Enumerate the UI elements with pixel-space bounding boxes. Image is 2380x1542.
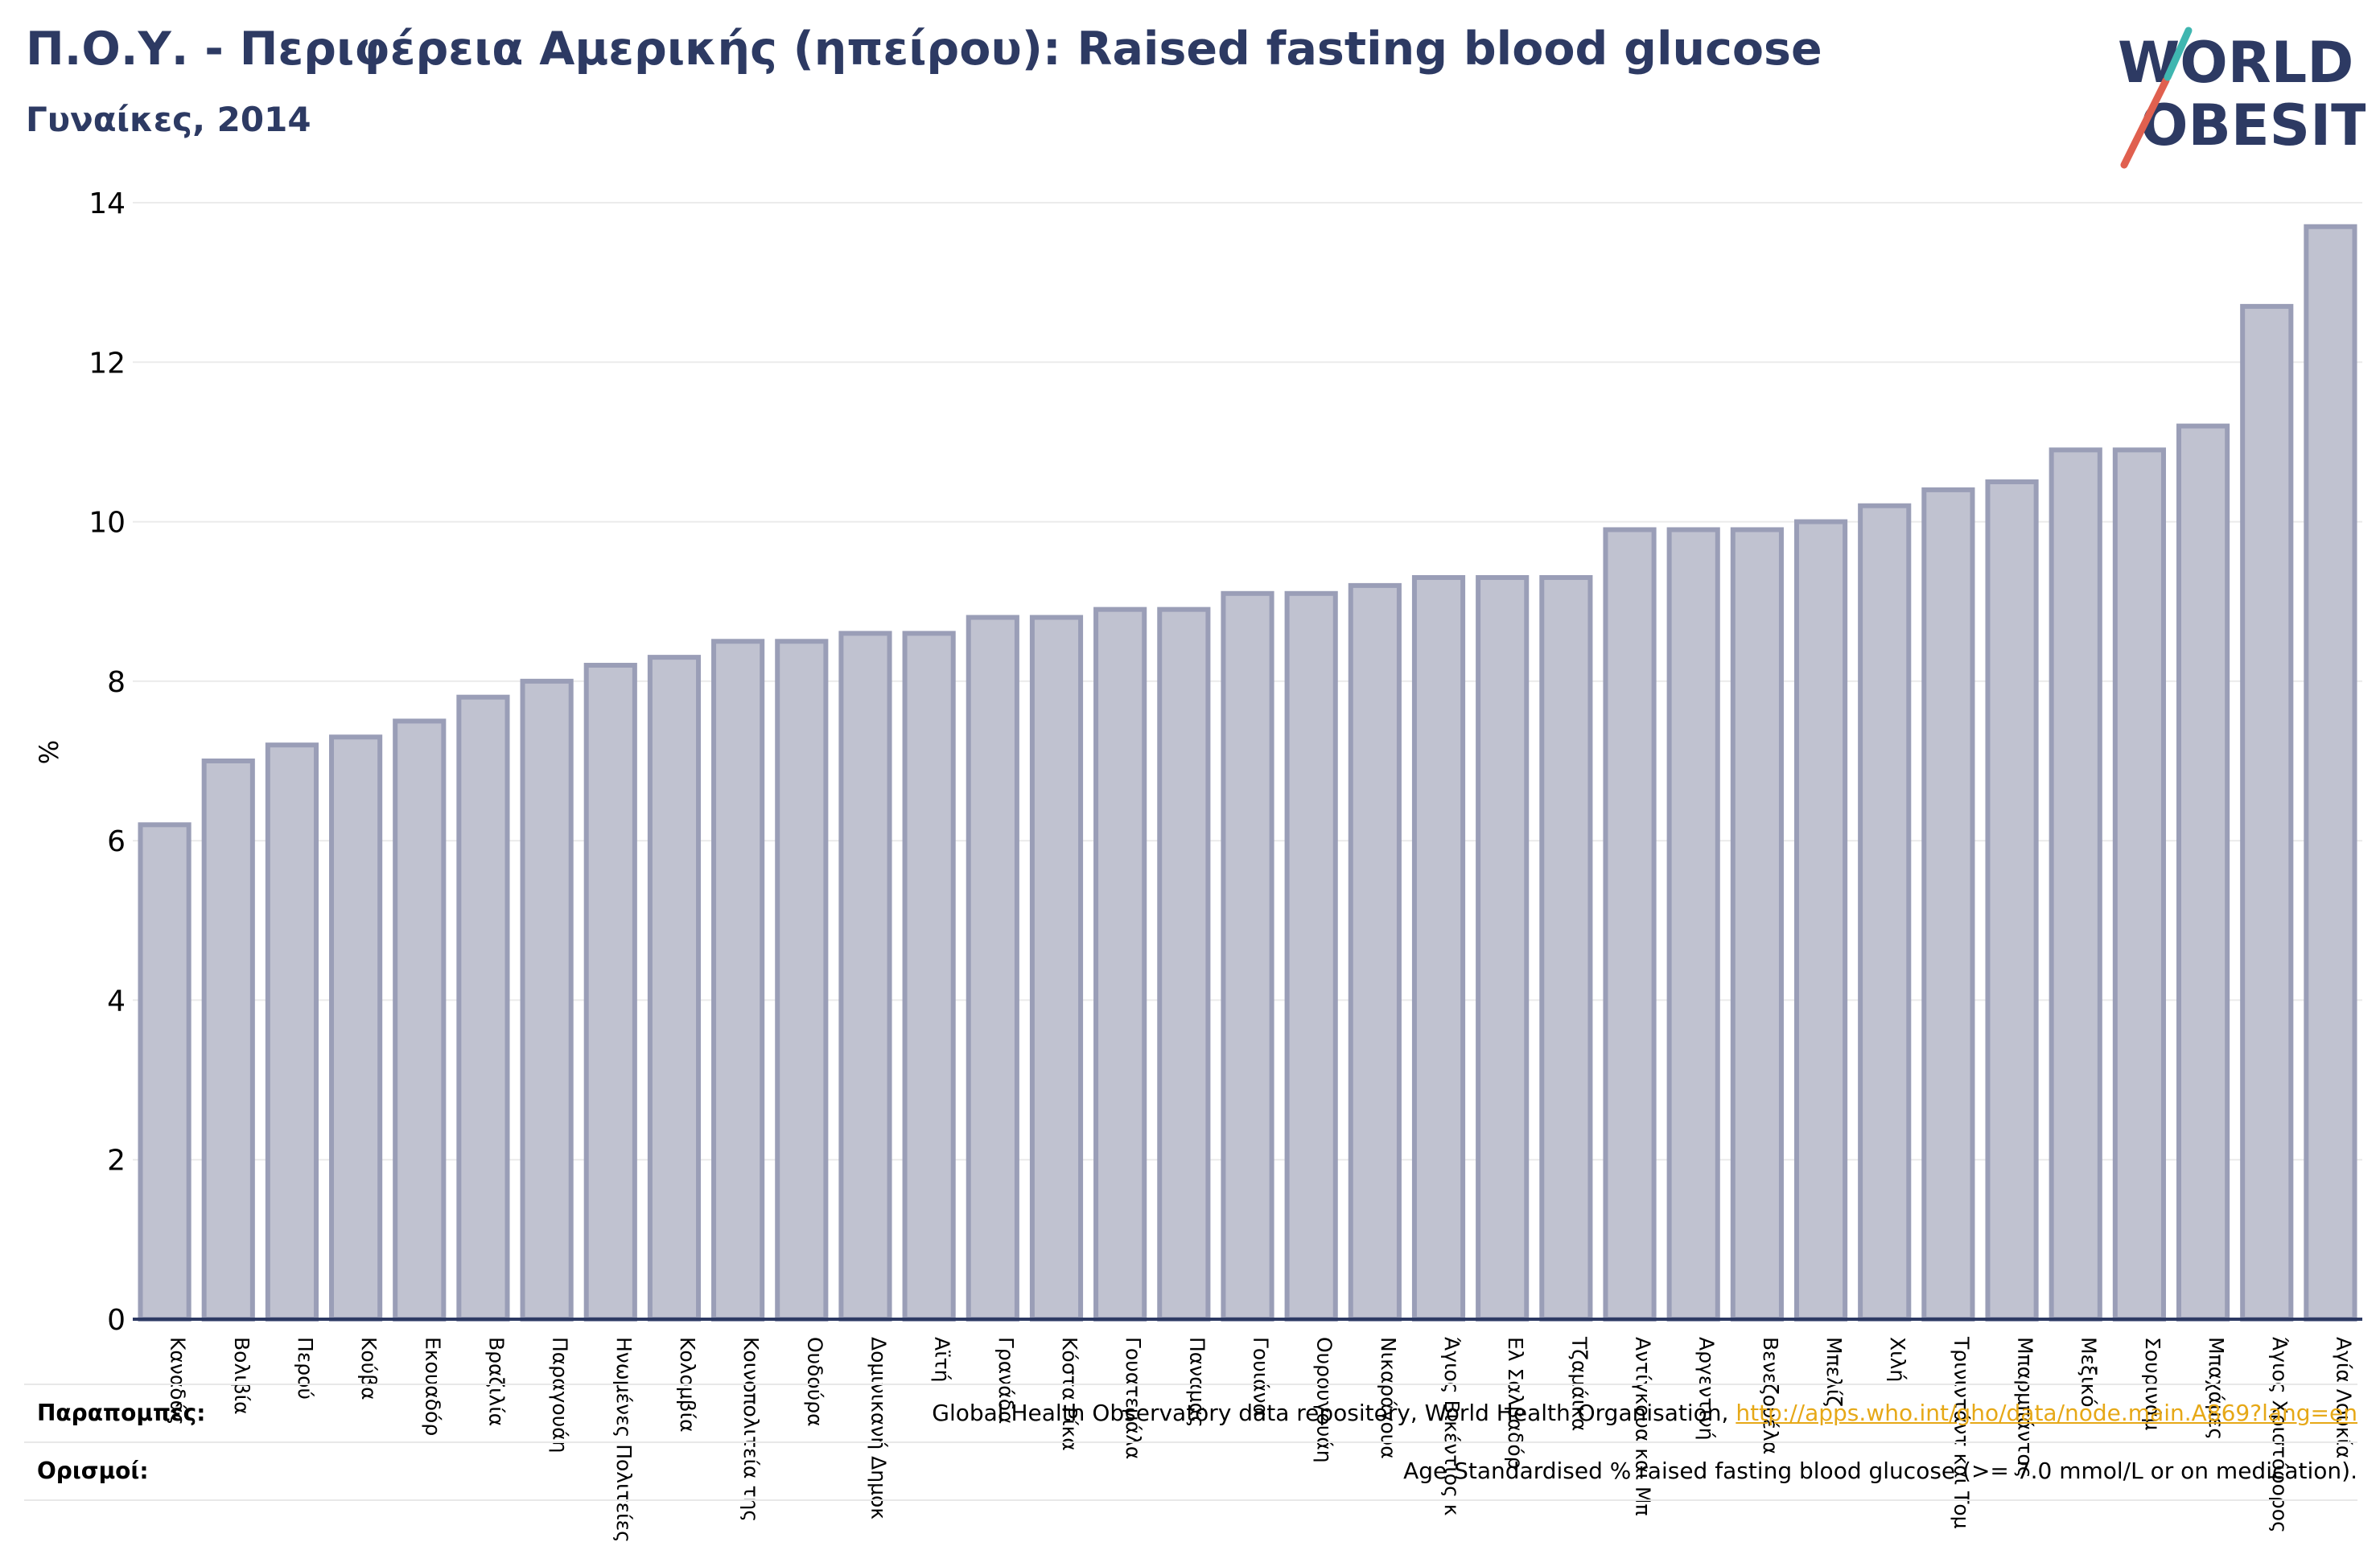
x-tick-label: Βραζιλία xyxy=(484,1337,508,1426)
x-tick-label: Άγιος Βικέντιος κ xyxy=(1440,1337,1464,1516)
chart-subtitle: Γυναίκες, 2014 xyxy=(26,100,311,139)
footnote-divider xyxy=(24,1499,2357,1501)
bar xyxy=(329,734,383,1322)
bar xyxy=(1476,574,1530,1322)
world-obesity-logo: WORLD OBESITY xyxy=(2118,27,2366,169)
bar xyxy=(1539,574,1593,1322)
bar xyxy=(2049,447,2102,1322)
bar xyxy=(201,759,255,1322)
bar xyxy=(1284,590,1338,1322)
x-tick-label: Νικαράγουα xyxy=(1377,1337,1400,1459)
bars xyxy=(138,224,2357,1322)
x-tick-label: Παναμάς xyxy=(1185,1337,1209,1428)
bar xyxy=(456,694,510,1322)
x-tick-label: Ουδούρα xyxy=(803,1337,826,1427)
x-tick-label: Κούβα xyxy=(357,1337,381,1400)
x-tick-label: Μπαρμπάντος xyxy=(2014,1337,2037,1478)
logo-slash-teal xyxy=(2164,27,2193,81)
x-tick-label: Αϊτή xyxy=(931,1337,954,1382)
y-tick-label: 6 xyxy=(107,825,126,858)
sources-text: Global Health Observatory data repositor… xyxy=(932,1400,2357,1426)
axis-labels: 0 2 4 6 8 10 12 14 Καναδάς Βολιβία Περού Κούβα Εκουα… xyxy=(34,187,2355,1542)
sources-link[interactable]: http://apps.who.int/gho/data/node.main.A… xyxy=(1736,1400,2357,1426)
x-tick-label: Χιλή xyxy=(1886,1337,1909,1382)
x-tick-label: Κόστα Ρίκα xyxy=(1058,1337,1081,1451)
x-tick-label: Άγιος Χριστόφορος xyxy=(2268,1337,2291,1533)
x-tick-label: Κοινοπολιτεία της xyxy=(739,1337,763,1522)
bar xyxy=(1029,615,1084,1322)
bar xyxy=(2304,224,2357,1322)
bar xyxy=(1157,607,1211,1322)
x-tick-label: Μπαχάμες xyxy=(2205,1337,2228,1440)
bar xyxy=(966,615,1019,1322)
bar xyxy=(2240,303,2294,1322)
definitions-label: Ορισμοί: xyxy=(37,1458,149,1484)
x-tick-label: Δομινικανή Δημοκ xyxy=(867,1337,890,1519)
x-tick-label: Αντίγκουα και Μπ xyxy=(1632,1337,1655,1516)
bar xyxy=(520,678,574,1322)
bar xyxy=(647,655,702,1322)
x-tick-label: Ελ Σαλβαδόρ xyxy=(1504,1337,1527,1470)
bar xyxy=(2176,423,2230,1322)
logo-slash-red xyxy=(2120,76,2170,169)
y-tick-label: 2 xyxy=(107,1145,126,1178)
x-tick-label: Καναδάς xyxy=(167,1337,190,1425)
y-tick-label: 8 xyxy=(107,666,126,699)
x-tick-label: Μπελίζ xyxy=(1822,1337,1846,1407)
x-tick-label: Μεξικό xyxy=(2077,1337,2101,1408)
y-tick-label: 4 xyxy=(107,985,126,1018)
bar xyxy=(2112,447,2166,1322)
bar xyxy=(1093,607,1147,1322)
x-tick-label: Βενεζουέλα xyxy=(1759,1337,1782,1454)
bar xyxy=(1221,590,1274,1322)
footnote-divider xyxy=(24,1384,2357,1385)
bar xyxy=(1348,582,1402,1322)
chart-title: Π.Ο.Υ. - Περιφέρεια Αμερικής (ηπείρου): … xyxy=(26,23,1822,76)
footnote-divider xyxy=(24,1441,2357,1443)
y-axis-label: % xyxy=(34,740,64,764)
bar xyxy=(1858,503,1912,1322)
x-tick-label: Τρινιντάντ και Τομ xyxy=(1950,1336,1973,1529)
x-tick-label: Γουιάνα xyxy=(1250,1337,1273,1417)
sources-label: Παραπομπές: xyxy=(37,1400,206,1426)
logo-word-world: WORLD xyxy=(2118,30,2353,96)
bar xyxy=(393,718,447,1322)
x-tick-label: Αγία Λουκία xyxy=(2332,1337,2355,1458)
x-tick-label: Γουατεμάλα xyxy=(1122,1337,1145,1459)
bar xyxy=(1921,487,1975,1322)
bar xyxy=(1411,574,1466,1322)
x-tick-label: Αργεντινή xyxy=(1695,1337,1719,1441)
bar xyxy=(138,822,191,1322)
bar xyxy=(1793,519,1848,1322)
y-tick-label: 12 xyxy=(89,347,126,380)
x-tick-label: Παραγουάη xyxy=(549,1337,572,1454)
bar xyxy=(775,639,829,1322)
bar xyxy=(711,639,765,1322)
definitions-text: Age Standardised % raised fasting blood … xyxy=(1403,1458,2357,1484)
y-tick-label: 10 xyxy=(89,507,126,540)
bar xyxy=(1730,527,1784,1322)
bar xyxy=(1985,479,2039,1322)
sources-citation: Global Health Observatory data repositor… xyxy=(932,1400,1736,1426)
x-tick-label: Εκουαδόρ xyxy=(421,1337,444,1436)
x-tick-label: Ηνωμένες Πολιτείες xyxy=(612,1337,636,1542)
bar xyxy=(265,742,319,1322)
y-tick-label: 14 xyxy=(89,187,126,220)
bar xyxy=(838,631,892,1322)
x-tick-label: Περού xyxy=(294,1337,317,1400)
bar xyxy=(902,631,956,1322)
bar xyxy=(583,663,637,1322)
logo-word-obesity: OBESITY xyxy=(2140,93,2366,158)
y-tick-label: 0 xyxy=(107,1304,126,1337)
bar xyxy=(1666,527,1720,1322)
x-tick-label: Γρανάδα xyxy=(994,1337,1018,1425)
x-tick-label: Βολιβία xyxy=(230,1337,253,1415)
bar xyxy=(1603,527,1657,1322)
